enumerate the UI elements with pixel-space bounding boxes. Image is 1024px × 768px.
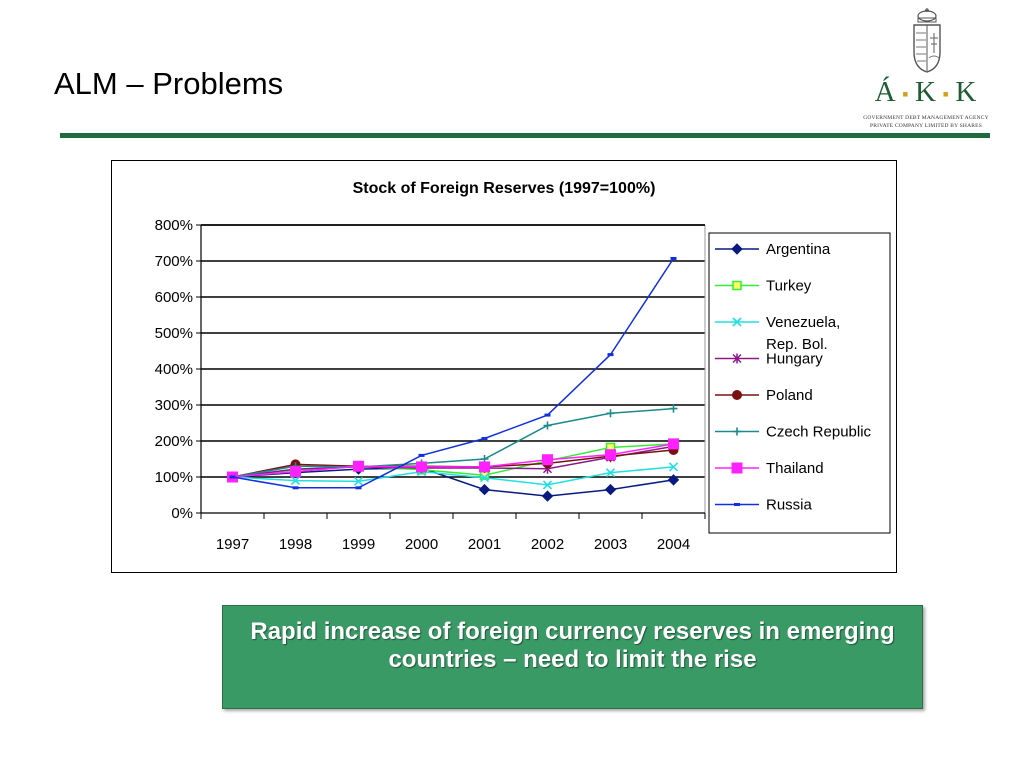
logo-letters: Á ▪ K ▪ K [874,76,978,108]
x-tick-label: 1998 [279,536,312,553]
legend-marker [731,462,743,474]
akk-logo: Á ▪ K ▪ K GOVERNMENT DEBT MANAGEMENT AGE… [856,4,996,132]
x-tick-label: 1997 [216,536,249,553]
series-line-0 [232,467,674,497]
legend-label: Venezuela, [766,314,840,331]
x-tick-label: 2003 [594,536,627,553]
data-point [479,461,490,473]
legend-marker [733,427,741,436]
y-tick-label: 0% [171,505,193,522]
data-point [606,409,615,418]
legend-label: Thailand [766,460,824,477]
y-tick-label: 700% [155,253,193,270]
legend-marker [732,280,742,291]
legend-label: Poland [766,387,813,404]
data-point [542,454,553,466]
title-divider [60,133,990,138]
series-line-7 [232,258,675,489]
y-tick-label: 800% [155,217,193,234]
data-point [669,404,678,413]
legend-label: Turkey [766,278,812,295]
data-point [605,468,616,478]
chart-title: Stock of Foreign Reserves (1997=100%) [353,180,656,197]
y-tick-label: 500% [155,325,193,342]
slide-title: ALM – Problems [54,66,284,101]
callout-box: Rapid increase of foreign currency reser… [222,605,923,709]
x-tick-label: 2002 [531,536,564,553]
data-point [668,438,679,450]
series-line-2 [232,466,674,486]
x-tick-label: 2001 [468,536,501,553]
legend-marker [732,353,742,364]
callout-text: Rapid increase of foreign currency reser… [250,618,895,673]
chart-canvas: Stock of Foreign Reserves (1997=100%) 0% 1… [155,180,891,553]
legend-label: Russia [766,497,813,514]
data-point [542,480,553,490]
data-point [353,476,364,486]
data-point [292,486,299,490]
data-point [604,483,617,496]
data-point [607,353,614,357]
data-point [605,449,616,461]
data-point [229,475,236,479]
coat-of-arms-icon [913,8,941,73]
legend-label: Argentina [766,241,831,258]
data-point [290,476,301,486]
series-line-3 [232,445,674,478]
data-point [668,462,679,472]
series-line-5 [232,407,674,478]
legend-marker [732,317,742,327]
x-tick-label: 2004 [657,536,690,553]
data-point [418,453,425,457]
data-point [541,490,554,502]
data-point [416,461,427,473]
data-point [290,466,301,478]
legend-label: Czech Republic [766,424,872,441]
data-point [479,473,490,483]
y-tick-label: 200% [155,433,193,450]
data-point [481,436,488,440]
data-point [667,474,680,486]
data-point [478,483,491,496]
data-point [544,413,551,417]
data-point [670,256,677,260]
data-point [355,486,362,490]
x-tick-label: 1999 [342,536,375,553]
x-tick-label: 2000 [405,536,438,553]
logo-subtitle-2: PRIVATE COMPANY LIMITED BY SHARES [870,123,982,129]
legend-label: Hungary [766,351,823,368]
y-tick-label: 400% [155,361,193,378]
y-tick-label: 300% [155,397,193,414]
series-line-6 [232,443,674,478]
data-point [353,460,364,472]
legend-label: Rep. Bol. [766,336,828,353]
y-tick-label: 600% [155,289,193,306]
data-point [543,421,552,430]
logo-subtitle-1: GOVERNMENT DEBT MANAGEMENT AGENCY [863,115,989,121]
reserves-chart: Stock of Foreign Reserves (1997=100%) 0% 1… [111,160,897,573]
legend-marker [731,243,743,255]
legend-marker [734,503,740,506]
y-tick-label: 100% [155,469,193,486]
legend-marker [732,390,742,400]
